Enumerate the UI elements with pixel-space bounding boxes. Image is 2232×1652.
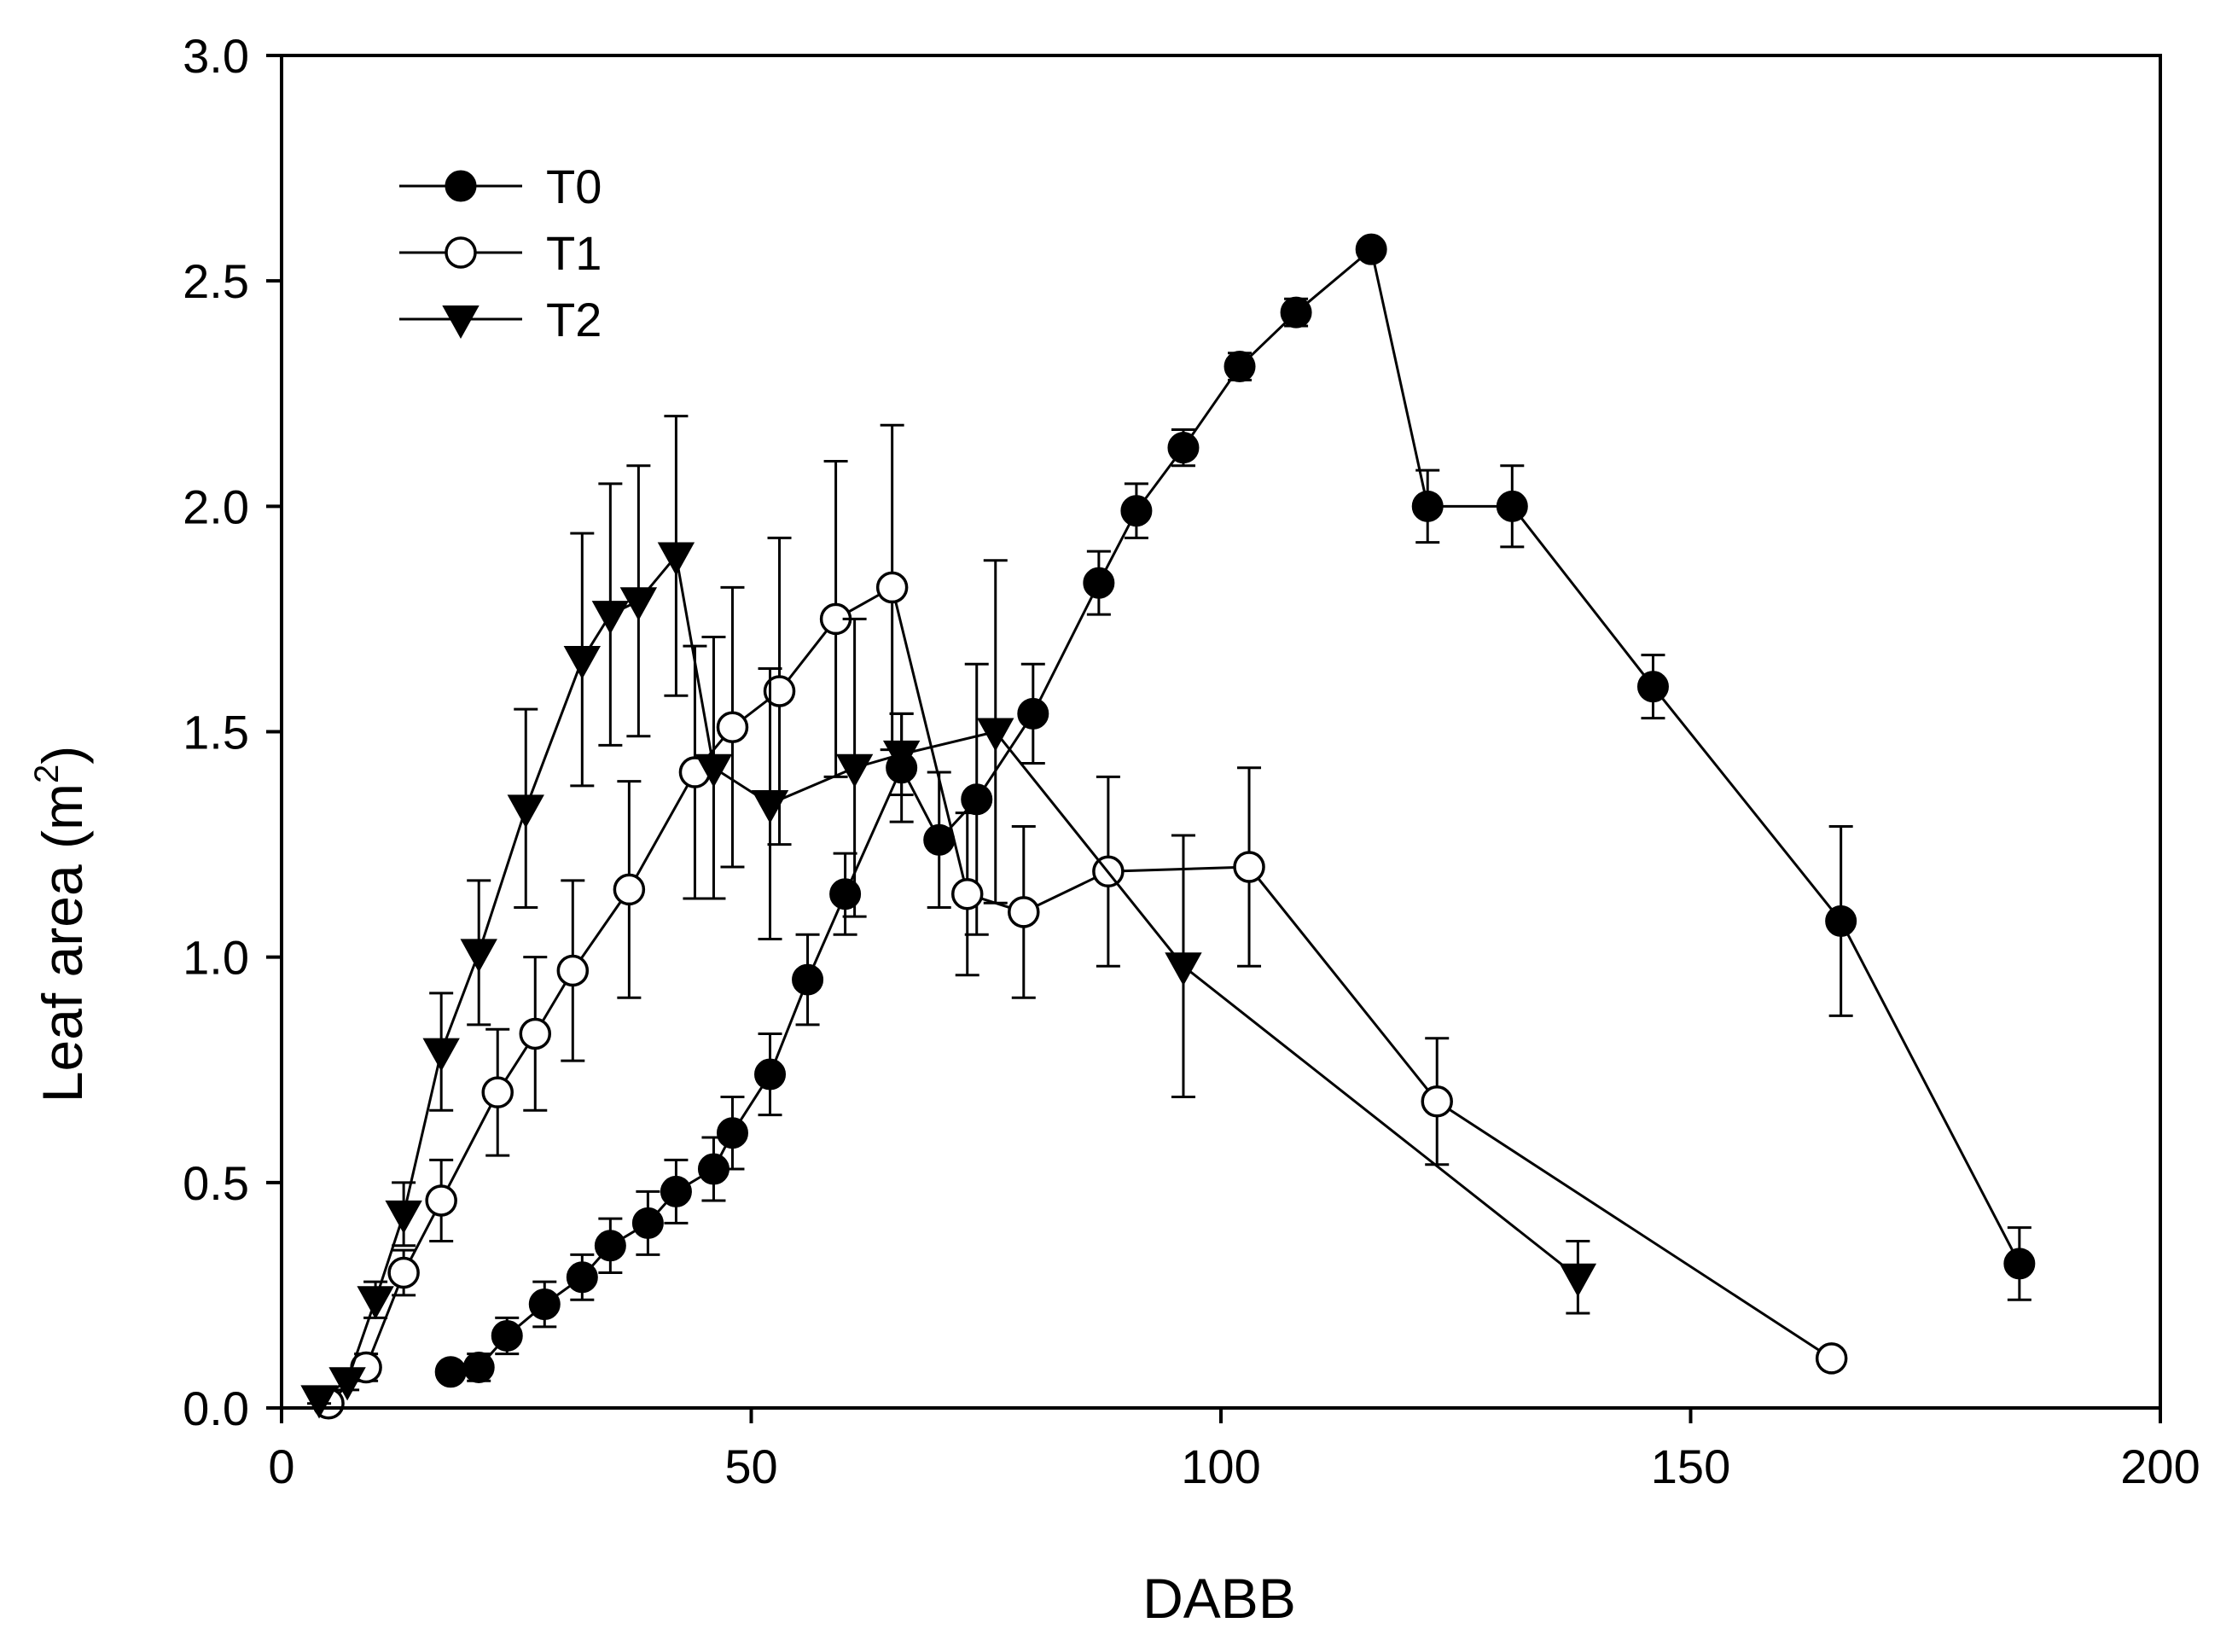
data-point-t0 (661, 1177, 690, 1206)
data-point-t1 (483, 1078, 512, 1107)
data-point-t0 (530, 1289, 559, 1318)
y-tick-label: 3.0 (183, 29, 249, 83)
x-tick-label: 200 (2120, 1440, 2200, 1493)
data-point-t0 (1497, 492, 1526, 521)
y-tick-label: 2.5 (183, 254, 249, 308)
y-tick-label: 0.5 (183, 1156, 249, 1210)
data-point-t0 (633, 1208, 662, 1237)
x-tick-label: 50 (724, 1440, 777, 1493)
data-point-t0 (2005, 1249, 2034, 1278)
legend-label-t1: T1 (546, 226, 602, 280)
data-point-t0 (793, 965, 822, 994)
data-point-t1 (520, 1019, 549, 1048)
y-tick-label: 1.0 (183, 931, 249, 985)
data-point-t0 (1019, 699, 1048, 728)
legend-marker-t1 (446, 238, 475, 267)
y-tick-label: 2.0 (183, 480, 249, 533)
data-point-t0 (1084, 568, 1113, 597)
data-point-t1 (878, 573, 907, 602)
data-point-t0 (1827, 906, 1856, 935)
y-axis-title-suffix: ) (31, 746, 94, 765)
data-point-t0 (1413, 492, 1442, 521)
leaf-area-chart: 0 50 100 150 200 0.0 0.5 1.0 1.5 2.0 2.5 3.0 T0 T1 T2… (0, 0, 2232, 1652)
y-tick-label: 1.5 (183, 706, 249, 759)
data-point-t0 (718, 1119, 747, 1148)
data-point-t1 (1235, 852, 1264, 881)
data-point-t1 (614, 875, 643, 904)
data-point-t1 (718, 713, 747, 742)
y-axis-title-main: Leaf area (m (31, 783, 94, 1102)
x-axis-title: DABB (1142, 1567, 1296, 1630)
x-tick-label: 0 (268, 1440, 294, 1493)
data-point-t0 (1638, 672, 1667, 701)
y-axis-title-superscript: 2 (28, 765, 66, 783)
x-tick-label: 100 (1181, 1440, 1260, 1493)
data-point-t1 (427, 1186, 456, 1215)
data-point-t0 (596, 1231, 625, 1260)
data-point-t0 (699, 1155, 728, 1184)
data-point-t0 (492, 1321, 521, 1350)
legend-label-t2: T2 (546, 293, 602, 346)
data-point-t0 (962, 785, 991, 814)
data-point-t0 (925, 825, 954, 854)
y-axis-title-group: Leaf area (m2) (28, 746, 94, 1102)
legend-label-t0: T0 (546, 160, 602, 213)
data-point-t0 (1282, 298, 1311, 327)
data-point-t0 (1357, 235, 1386, 264)
data-point-t1 (1422, 1087, 1451, 1116)
data-point-t0 (756, 1060, 785, 1089)
data-point-t1 (558, 957, 587, 986)
data-point-t0 (1225, 352, 1254, 381)
y-axis-title: Leaf area (m2) (28, 746, 94, 1102)
y-tick-label: 0.0 (183, 1382, 249, 1435)
data-point-t1 (953, 880, 982, 909)
data-point-t0 (1169, 433, 1198, 462)
legend-marker-t0 (446, 172, 475, 201)
data-point-t0 (1122, 497, 1151, 526)
data-point-t0 (436, 1358, 465, 1387)
data-point-t0 (464, 1352, 493, 1382)
x-tick-label: 150 (1651, 1440, 1730, 1493)
data-point-t0 (567, 1263, 596, 1292)
data-point-t1 (1817, 1344, 1846, 1373)
data-point-t1 (1009, 898, 1038, 927)
data-point-t1 (389, 1259, 418, 1288)
